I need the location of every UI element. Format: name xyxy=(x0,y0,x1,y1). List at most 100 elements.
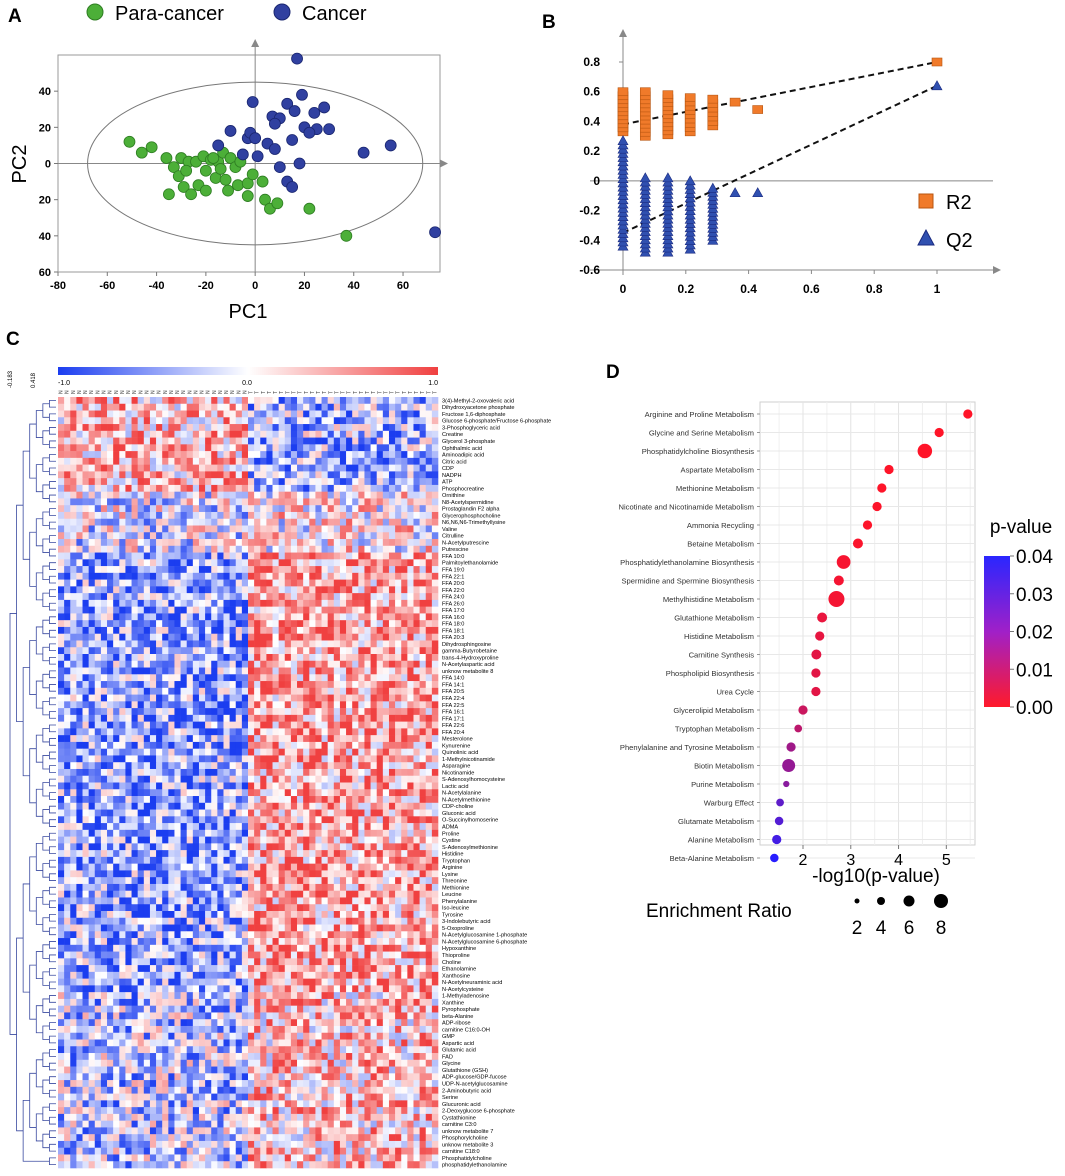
heatmap-cell xyxy=(284,796,292,804)
heatmap-cell xyxy=(156,660,163,668)
heatmap-cell xyxy=(198,444,206,452)
heatmap-cell xyxy=(76,647,83,655)
heatmap-cell xyxy=(419,883,427,892)
heatmap-cell xyxy=(413,525,420,533)
heatmap-cell xyxy=(162,850,169,858)
heatmap-cell xyxy=(333,498,341,506)
cancer-point xyxy=(281,97,294,110)
heatmap-cell xyxy=(235,640,243,648)
heatmap-cell xyxy=(248,647,255,655)
heatmap-cell xyxy=(180,728,188,736)
heatmap-cell xyxy=(376,647,384,655)
para-cancer-point xyxy=(232,179,244,192)
heatmap-cell xyxy=(395,545,402,553)
heatmap-cell xyxy=(303,735,310,743)
heatmap-cell xyxy=(143,633,151,641)
heatmap-cell xyxy=(211,417,218,425)
heatmap-cell xyxy=(254,511,261,520)
heatmap-cell xyxy=(125,410,132,418)
heatmap-cell xyxy=(382,687,390,695)
heatmap-cell xyxy=(156,532,163,540)
heatmap-cell xyxy=(119,708,126,716)
heatmap-cell xyxy=(321,397,328,405)
heatmap-cell xyxy=(64,897,71,905)
heatmap-cell xyxy=(113,796,120,804)
heatmap-cell xyxy=(211,816,218,824)
heatmap-cell xyxy=(156,694,163,702)
heatmap-cell xyxy=(266,843,273,851)
heatmap-cell xyxy=(149,397,157,405)
heatmap-cell xyxy=(70,471,77,479)
heatmap-cell xyxy=(217,478,224,486)
heatmap-cell xyxy=(149,511,157,520)
heatmap-cell xyxy=(272,620,279,628)
heatmap-cell xyxy=(186,525,194,533)
heatmap-cell xyxy=(235,451,243,459)
heatmap-cell xyxy=(364,552,371,560)
heatmap-cell xyxy=(149,714,157,722)
heatmap-cell xyxy=(297,424,304,432)
heatmap-cell xyxy=(131,437,138,445)
panel-c-dendro-scale-low: -0.183 xyxy=(8,370,14,388)
heatmap-cell xyxy=(168,708,175,716)
heatmap-cell xyxy=(278,654,286,662)
heatmap-cell xyxy=(76,397,83,405)
heatmap-cell xyxy=(168,836,175,844)
heatmap-cell xyxy=(413,552,420,560)
heatmap-cell xyxy=(82,620,89,628)
heatmap-cell xyxy=(278,511,286,520)
heatmap-cell xyxy=(272,823,279,831)
heatmap-cell xyxy=(388,863,396,871)
heatmap-cell xyxy=(113,802,120,810)
heatmap-cell xyxy=(290,694,298,702)
heatmap-cell xyxy=(205,843,212,851)
heatmap-cell xyxy=(266,823,273,831)
heatmap-cell xyxy=(321,768,328,777)
heatmap-cell xyxy=(278,552,286,560)
heatmap-cell xyxy=(211,660,218,668)
heatmap-cell xyxy=(413,498,420,506)
heatmap-cell xyxy=(248,843,255,851)
heatmap-cell xyxy=(419,667,427,675)
heatmap-cell xyxy=(70,796,77,804)
heatmap-cell xyxy=(388,579,396,587)
heatmap-cell xyxy=(107,823,114,831)
heatmap-cell xyxy=(303,539,310,547)
heatmap-cell xyxy=(382,782,390,790)
heatmap-cell xyxy=(82,457,89,465)
heatmap-cell xyxy=(401,789,408,797)
heatmap-cell xyxy=(131,856,138,864)
heatmap-cell xyxy=(168,890,175,898)
heatmap-cell xyxy=(76,809,83,817)
heatmap-cell xyxy=(168,586,175,594)
heatmap-cell xyxy=(376,471,384,479)
heatmap-cell xyxy=(346,606,353,614)
heatmap-cell xyxy=(364,403,371,411)
heatmap-cell xyxy=(235,883,243,892)
heatmap-column-label: T xyxy=(420,391,426,394)
heatmap-cell xyxy=(248,654,255,662)
heatmap-cell xyxy=(290,816,298,824)
heatmap-cell xyxy=(303,593,310,601)
heatmap-cell xyxy=(395,464,402,472)
heatmap-cell xyxy=(235,579,243,587)
heatmap-cell xyxy=(205,883,212,892)
heatmap-cell xyxy=(168,681,175,689)
heatmap-cell xyxy=(358,633,365,641)
heatmap-cell xyxy=(248,728,255,736)
heatmap-cell xyxy=(346,498,353,506)
heatmap-cell xyxy=(358,755,365,763)
heatmap-cell xyxy=(131,444,138,452)
panel-b-ytick-label: 0 xyxy=(593,174,600,188)
heatmap-cell xyxy=(174,816,181,824)
heatmap-cell xyxy=(303,559,310,567)
heatmap-column-label: T xyxy=(396,391,402,394)
heatmap-cell xyxy=(143,829,151,837)
heatmap-cell xyxy=(192,755,200,763)
heatmap-cell xyxy=(205,444,212,452)
heatmap-cell xyxy=(156,789,163,797)
heatmap-cell xyxy=(174,870,181,878)
heatmap-cell xyxy=(388,640,396,648)
heatmap-cell xyxy=(137,444,145,452)
heatmap-cell xyxy=(395,613,402,621)
